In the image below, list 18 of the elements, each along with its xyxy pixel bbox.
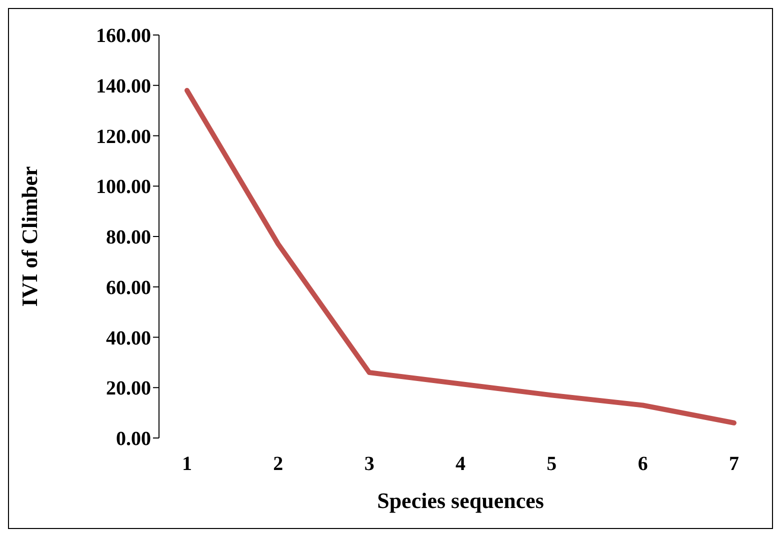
y-tick-label: 100.00 bbox=[96, 176, 151, 198]
x-tick-label: 7 bbox=[729, 453, 739, 476]
y-tick-label: 0.00 bbox=[116, 428, 151, 450]
x-tick-label: 1 bbox=[182, 453, 192, 476]
y-tick-label: 120.00 bbox=[96, 126, 151, 148]
y-tick-label: 140.00 bbox=[96, 75, 151, 98]
x-tick-label: 3 bbox=[364, 453, 374, 476]
x-tick-label: 2 bbox=[273, 453, 284, 476]
y-tick-label: 160.00 bbox=[96, 25, 151, 48]
x-tick-label: 5 bbox=[546, 453, 557, 476]
y-tick-label: 80.00 bbox=[106, 226, 151, 249]
y-axis-title: IVI of Climber bbox=[16, 166, 42, 307]
y-tick-label: 60.00 bbox=[106, 276, 151, 299]
x-tick-label: 4 bbox=[456, 453, 466, 476]
x-axis-title: Species sequences bbox=[377, 488, 544, 513]
y-tick-label: 20.00 bbox=[106, 378, 151, 400]
x-tick-label: 6 bbox=[638, 453, 648, 476]
y-tick-label: 40.00 bbox=[106, 327, 151, 350]
